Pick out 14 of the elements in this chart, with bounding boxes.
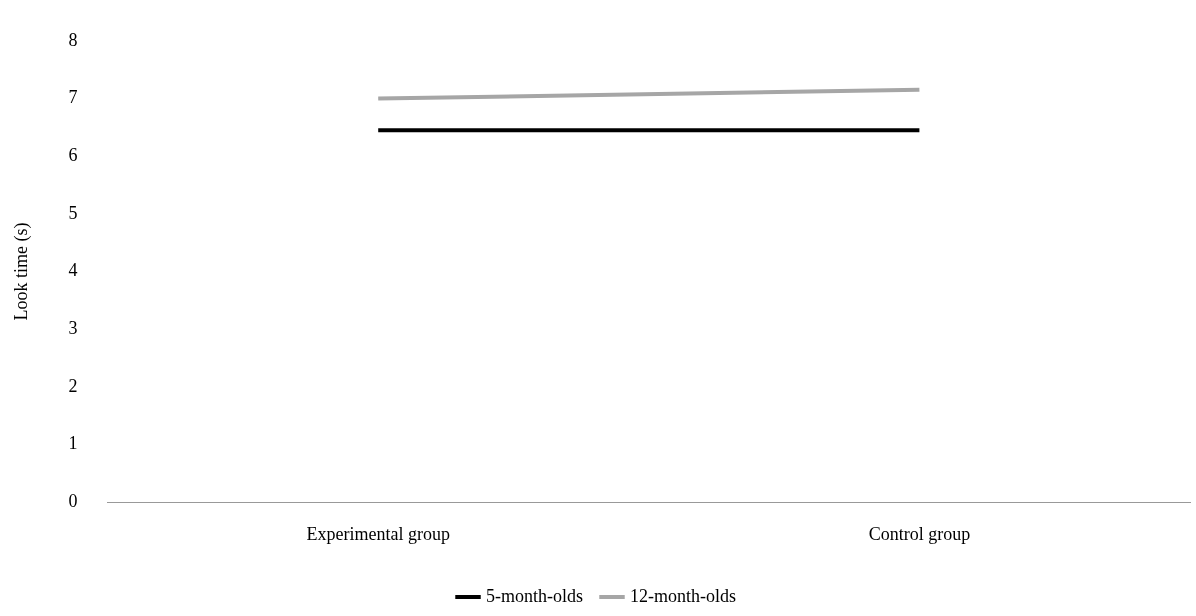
y-tick-label: 5 <box>68 202 78 223</box>
y-tick-label: 2 <box>68 375 78 396</box>
y-tick-label: 8 <box>68 29 78 50</box>
legend-label: 12-month-olds <box>630 585 736 606</box>
y-tick-label: 1 <box>68 433 78 454</box>
legend-label: 5-month-olds <box>486 585 583 606</box>
y-tick-label: 4 <box>68 260 78 281</box>
y-tick-label: 7 <box>68 87 78 108</box>
x-tick-label: Control group <box>868 523 971 544</box>
y-tick-label: 6 <box>68 144 78 165</box>
y-tick-label: 3 <box>68 318 78 339</box>
x-tick-label: Experimental group <box>306 523 450 544</box>
y-axis-title: Look time (s) <box>10 222 32 321</box>
y-tick-label: 0 <box>68 491 78 512</box>
